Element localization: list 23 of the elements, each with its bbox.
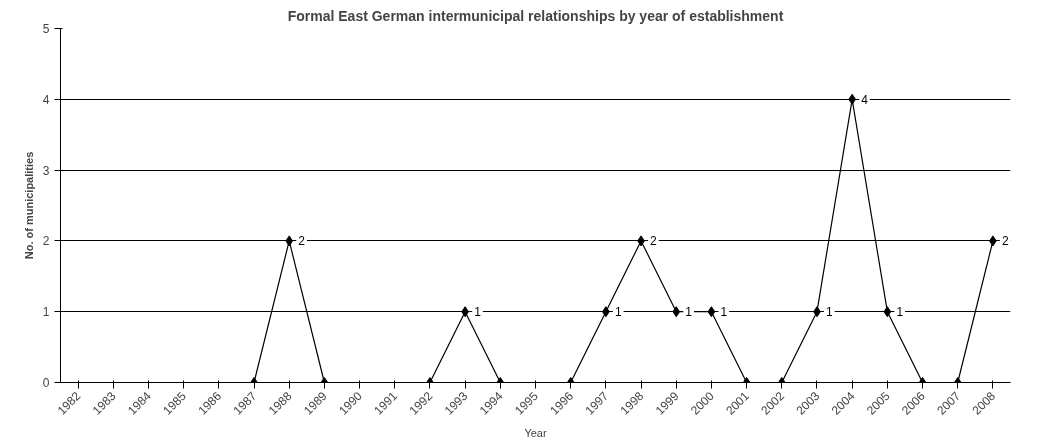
y-axis-title: No. of municipalities — [22, 151, 35, 260]
data-label: 1 — [896, 305, 904, 320]
point — [883, 306, 892, 318]
point — [672, 306, 681, 318]
data-label: 2 — [298, 234, 306, 249]
y-tick-label: 4 — [42, 92, 50, 107]
data-label: 4 — [861, 92, 869, 107]
data-label: 1 — [474, 305, 482, 320]
data-label: 2 — [1001, 234, 1009, 249]
point — [285, 235, 294, 247]
y-tick-label: 5 — [42, 22, 50, 36]
y-tick-label: 2 — [42, 234, 50, 249]
y-tick-label: 0 — [42, 376, 50, 390]
point — [707, 306, 716, 318]
data-label: 1 — [685, 305, 693, 320]
data-label: 1 — [614, 305, 622, 320]
y-tick-label: 1 — [42, 305, 50, 320]
data-label: 1 — [720, 305, 728, 320]
y-tick-label: 3 — [42, 163, 50, 178]
data-label: 2 — [650, 234, 658, 249]
data-label: 1 — [826, 305, 834, 320]
chart-title: Formal East German intermunicipal relationships by year of establishment — [287, 7, 784, 24]
x-axis-title: Year — [524, 426, 547, 439]
